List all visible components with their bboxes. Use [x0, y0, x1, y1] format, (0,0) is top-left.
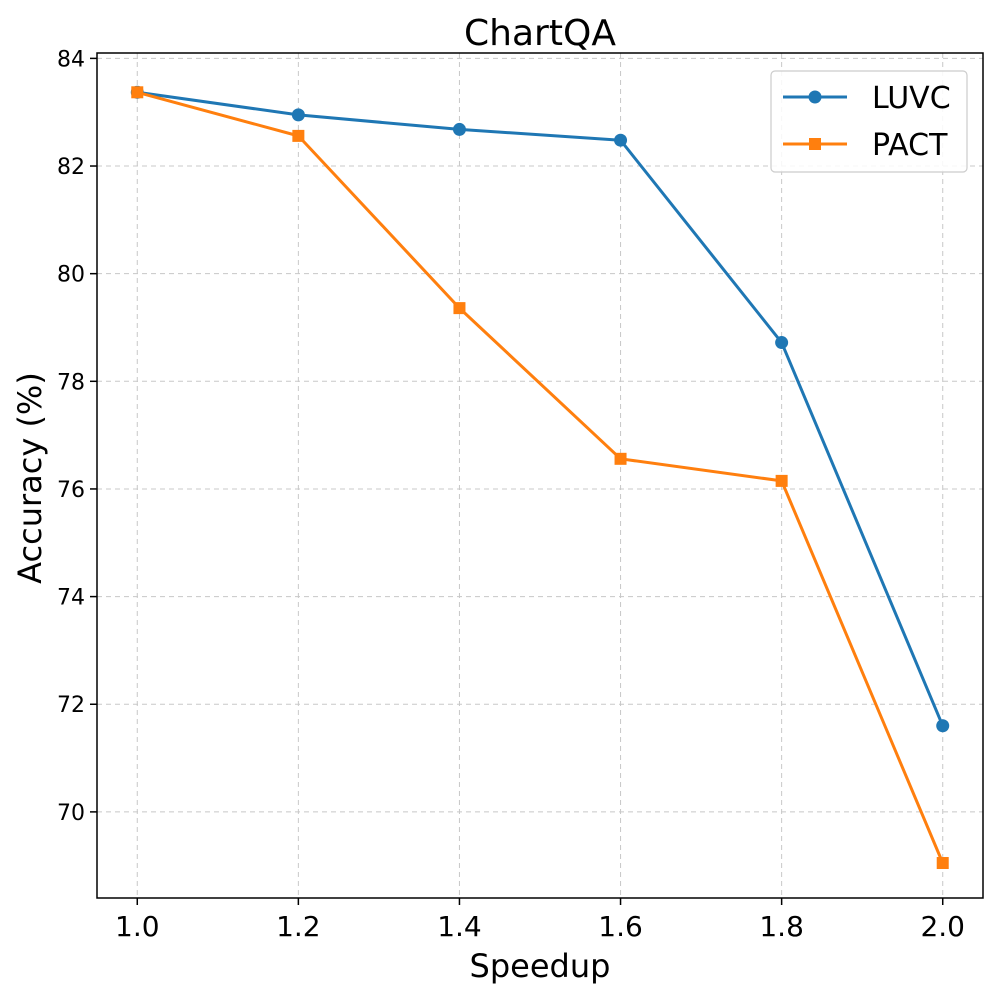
x-tick-label: 1.6: [598, 910, 643, 943]
x-tick-label: 1.8: [759, 910, 804, 943]
x-axis-label: Speedup: [470, 947, 611, 985]
plot-frame: [96, 52, 984, 899]
y-axis-label: Accuracy (%): [11, 372, 49, 584]
x-tick-label: 1.0: [115, 910, 160, 943]
data-point-pact: [131, 86, 144, 99]
x-tick-label: 1.2: [276, 910, 321, 943]
chart-title: ChartQA: [464, 13, 616, 54]
y-tick-label: 70: [57, 801, 85, 826]
data-point-pact: [292, 129, 305, 142]
data-point-luvc: [775, 336, 789, 350]
y-tick-label: 78: [57, 370, 85, 395]
legend-marker-pact: [809, 138, 821, 150]
y-tick-label: 76: [57, 478, 85, 503]
x-tick-label: 1.4: [437, 910, 482, 943]
data-point-pact: [775, 474, 788, 487]
data-point-pact: [453, 302, 466, 315]
series-lines: [130, 85, 950, 870]
y-tick-label: 84: [57, 47, 85, 72]
legend: LUVC PACT: [770, 70, 968, 173]
y-tick-label: 82: [57, 155, 85, 180]
y-tick-label: 74: [57, 586, 85, 611]
legend-label-pact: PACT: [872, 128, 948, 163]
legend-label-luvc: LUVC: [872, 81, 951, 116]
series-line-pact: [136, 90, 945, 864]
data-point-pact: [936, 857, 949, 870]
y-tick-label: 72: [57, 693, 85, 718]
data-point-pact: [614, 452, 627, 465]
data-point-luvc: [291, 108, 305, 122]
axis-ticks: 1.0 1.2 1.4 1.6 1.8 2.0 70 72 74 76 78 80 82 84: [57, 47, 965, 943]
y-tick-label: 80: [57, 263, 85, 288]
legend-marker-luvc: [808, 90, 822, 104]
x-tick-label: 2.0: [920, 910, 965, 943]
grid: [97, 53, 983, 898]
data-point-luvc: [452, 122, 466, 136]
series-line-luvc: [137, 90, 945, 727]
data-point-luvc: [936, 719, 950, 733]
data-point-luvc: [614, 133, 628, 147]
